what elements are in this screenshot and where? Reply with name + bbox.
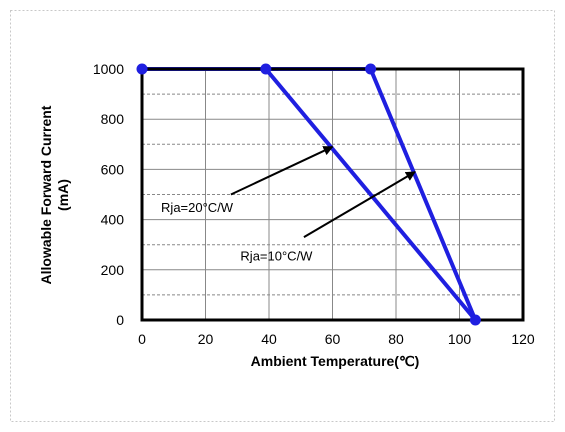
x-tick-label: 80 <box>388 331 404 347</box>
x-tick-label: 100 <box>448 331 472 347</box>
annotation-arrow <box>303 171 416 239</box>
y-tick-label: 1000 <box>93 61 124 77</box>
data-point-marker <box>365 63 377 75</box>
annotation-arrows <box>230 145 416 239</box>
y-axis-title-line2: (mA) <box>55 179 71 211</box>
x-tick-labels: 0 20 40 60 80 100 120 <box>138 331 535 347</box>
data-point-marker <box>136 63 148 75</box>
data-point-marker <box>469 314 481 326</box>
x-tick-label: 60 <box>325 331 341 347</box>
outer-dotted-border <box>10 10 555 422</box>
annotation-rja-10: Rja=10°C/W <box>240 248 313 263</box>
annotation-arrow <box>230 145 334 196</box>
x-tick-label: 20 <box>198 331 214 347</box>
x-axis-title: Ambient Temperature(℃) <box>251 353 420 369</box>
y-tick-labels: 0 200 400 600 800 1000 <box>93 61 124 328</box>
y-tick-label: 200 <box>101 262 125 278</box>
grid <box>141 68 524 321</box>
annotation-rja-20: Rja=20°C/W <box>161 200 234 215</box>
y-tick-label: 400 <box>101 212 125 228</box>
y-tick-label: 800 <box>101 111 125 127</box>
y-tick-label: 600 <box>101 161 125 177</box>
data-point-marker <box>260 63 272 75</box>
x-tick-label: 120 <box>511 331 535 347</box>
x-tick-label: 40 <box>261 331 277 347</box>
plot-frame <box>140 67 525 322</box>
data-markers <box>136 63 481 326</box>
y-axis-title-line1: Allowable Forward Current <box>38 105 54 284</box>
x-tick-label: 0 <box>138 331 146 347</box>
y-tick-label: 0 <box>116 312 124 328</box>
